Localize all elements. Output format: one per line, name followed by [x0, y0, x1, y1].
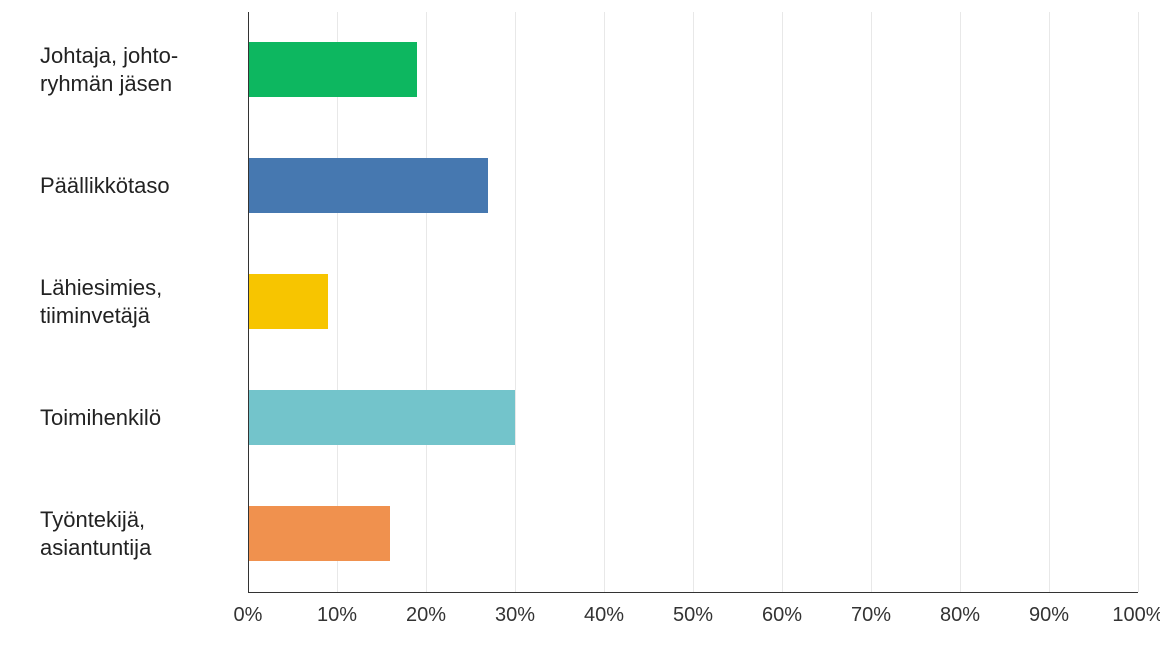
x-axis-tick-label: 30% [495, 604, 535, 627]
x-axis-tick-label: 0% [234, 604, 263, 627]
gridline [515, 12, 516, 592]
gridline [1049, 12, 1050, 592]
bar [248, 390, 515, 445]
plot-area [248, 12, 1138, 592]
x-axis-tick-label: 70% [851, 604, 891, 627]
gridline [693, 12, 694, 592]
y-axis-label: Lähiesimies, tiiminvetäjä [40, 274, 240, 329]
gridline [960, 12, 961, 592]
y-axis-label: Päällikkötaso [40, 172, 240, 200]
y-axis-line [248, 12, 249, 592]
x-axis-line [248, 592, 1138, 593]
x-axis-tick-label: 60% [762, 604, 802, 627]
gridline [604, 12, 605, 592]
x-axis-tick-label: 20% [406, 604, 446, 627]
bar [248, 274, 328, 329]
bar [248, 506, 390, 561]
gridline [337, 12, 338, 592]
bar [248, 158, 488, 213]
x-axis-tick-label: 40% [584, 604, 624, 627]
x-axis-tick-label: 80% [940, 604, 980, 627]
gridline [1138, 12, 1139, 592]
bar-chart: Johtaja, johto- ryhmän jäsen Päällikkötas… [0, 0, 1160, 648]
gridline [782, 12, 783, 592]
x-axis-tick-label: 50% [673, 604, 713, 627]
y-axis-label: Johtaja, johto- ryhmän jäsen [40, 42, 240, 97]
x-axis-tick-label: 10% [317, 604, 357, 627]
y-axis-label: Toimihenkilö [40, 404, 240, 432]
gridline [426, 12, 427, 592]
bar [248, 42, 417, 97]
gridline [871, 12, 872, 592]
y-axis-label: Työntekijä, asiantuntija [40, 506, 240, 561]
x-axis-tick-label: 100% [1112, 604, 1160, 627]
x-axis-tick-label: 90% [1029, 604, 1069, 627]
